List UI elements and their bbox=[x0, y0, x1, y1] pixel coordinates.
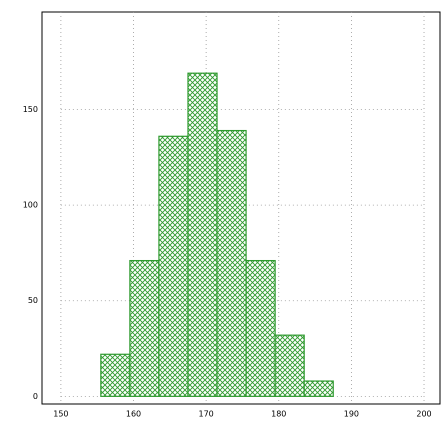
bar bbox=[129, 259, 160, 397]
bar bbox=[303, 380, 334, 397]
bar bbox=[216, 129, 247, 397]
x-tick-label: 160 bbox=[126, 410, 141, 419]
y-tick-label: 100 bbox=[23, 201, 38, 210]
y-tick-label: 150 bbox=[23, 105, 38, 114]
bar bbox=[274, 334, 305, 397]
bar bbox=[100, 353, 131, 397]
x-tick-label: 180 bbox=[271, 410, 286, 419]
bar bbox=[158, 135, 189, 397]
bar bbox=[187, 72, 218, 397]
x-tick-label: 150 bbox=[53, 410, 68, 419]
x-tick-label: 190 bbox=[344, 410, 359, 419]
x-tick-label: 170 bbox=[198, 410, 213, 419]
y-tick-label: 50 bbox=[28, 296, 38, 305]
x-tick-label: 200 bbox=[416, 410, 431, 419]
y-tick-label: 0 bbox=[33, 392, 38, 401]
bar bbox=[245, 259, 276, 397]
